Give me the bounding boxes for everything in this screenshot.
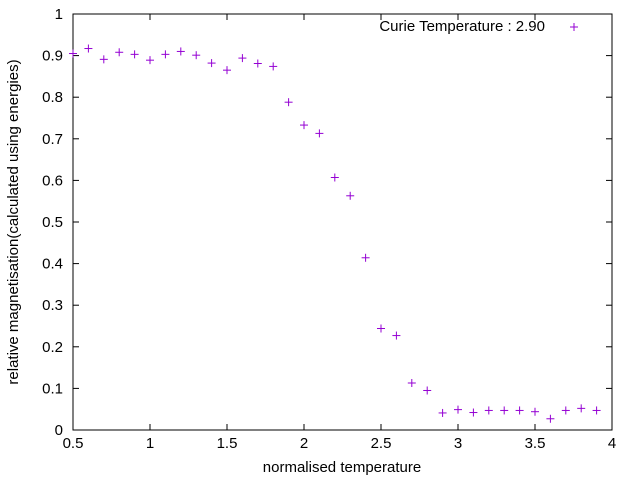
data-points: [69, 44, 601, 423]
x-tick-label: 1.5: [217, 435, 238, 452]
x-tick-label: 1: [146, 435, 154, 452]
data-point: [269, 62, 278, 71]
data-point: [484, 406, 493, 415]
data-point: [454, 405, 462, 414]
data-point: [207, 59, 216, 68]
y-tick-label: 0: [55, 422, 63, 439]
legend-marker: [570, 23, 578, 31]
y-tick-label: 1: [55, 6, 63, 23]
data-point: [192, 51, 201, 60]
x-tick-label: 3.5: [525, 435, 546, 452]
x-tick-label: 0.5: [63, 435, 84, 452]
data-point: [330, 173, 339, 182]
data-point: [300, 121, 308, 130]
data-point: [561, 406, 570, 415]
y-axis-label: relative magnetisation(calculated using …: [5, 59, 22, 384]
x-tick-label: 3: [454, 435, 462, 452]
y-tick-label: 0.5: [42, 214, 63, 231]
data-point: [161, 50, 170, 59]
y-tick-label: 0.2: [42, 339, 63, 356]
plot-frame: [72, 13, 613, 431]
data-point: [146, 56, 154, 65]
data-point: [238, 54, 247, 63]
data-point: [223, 66, 231, 75]
data-point: [361, 253, 370, 262]
y-tick-label: 0.9: [42, 48, 63, 65]
x-tick-label: 2.5: [371, 435, 392, 452]
x-tick-label: 2: [300, 435, 308, 452]
data-point: [438, 408, 447, 417]
y-tick-label: 0.7: [42, 131, 63, 148]
y-tick-label: 0.6: [42, 172, 63, 189]
y-tick-label: 0.4: [42, 256, 63, 273]
data-point: [500, 406, 509, 415]
data-point: [392, 331, 401, 340]
data-point: [469, 408, 478, 417]
data-point: [315, 129, 324, 138]
data-point: [84, 44, 93, 53]
data-point: [531, 407, 539, 416]
legend-entry-label: Curie Temperature : 2.90: [379, 18, 545, 35]
data-point: [284, 98, 293, 107]
data-point: [407, 378, 416, 387]
data-point: [546, 414, 555, 423]
data-point: [346, 191, 355, 200]
data-point: [130, 50, 139, 59]
data-point: [99, 55, 108, 64]
data-point: [577, 404, 586, 413]
data-point: [423, 386, 432, 395]
data-point: [115, 48, 124, 57]
legend: Curie Temperature : 2.90: [379, 18, 578, 35]
x-tick-label: 4: [608, 435, 616, 452]
y-tick-label: 0.1: [42, 380, 63, 397]
axis-ticks: [72, 13, 613, 431]
data-point: [69, 49, 77, 58]
y-tick-label: 0.8: [42, 89, 63, 106]
data-point: [592, 406, 601, 415]
y-tick-labels: 0 0.1 0.2 0.3 0.4 0.5 0.6 0.7 0.8 0.9 1: [42, 6, 63, 439]
data-point: [377, 324, 385, 333]
data-point: [515, 406, 524, 415]
data-point: [253, 59, 262, 68]
x-tick-labels: 0.5 1 1.5 2 2.5 3 3.5 4: [63, 435, 617, 452]
x-axis-label: normalised temperature: [263, 459, 421, 476]
legend-marker-symbol: [570, 23, 578, 31]
data-point: [176, 47, 185, 56]
y-tick-label: 0.3: [42, 297, 63, 314]
